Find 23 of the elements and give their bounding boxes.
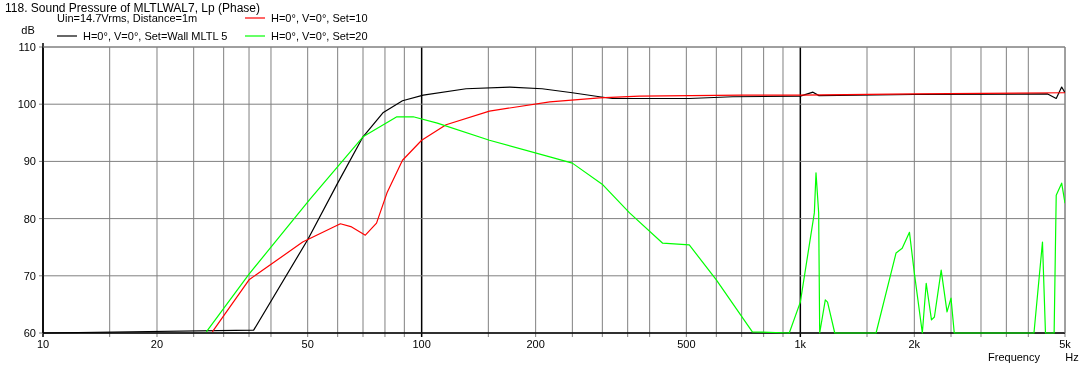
y-tick-label: 70	[23, 269, 36, 282]
text: Uin=14.7Vrms, Distance=1m	[57, 12, 198, 24]
legend-label: H=0°, V=0°, Set=20	[271, 30, 368, 42]
x-tick-label: 20	[150, 338, 164, 350]
y-tick-label: 100	[17, 98, 36, 111]
x-tick-label: 200	[526, 338, 545, 350]
text: Hz	[1065, 351, 1079, 363]
y-tick-label: 110	[18, 41, 36, 53]
x-axis-title: Frequency	[988, 351, 1041, 363]
legend-label: H=0°, V=0°, Set=Wall MLTL 5	[83, 30, 228, 42]
legend-label: H=0°, V=0°, Set=10	[271, 12, 368, 24]
x-tick-label: 1k	[794, 338, 807, 350]
x-tick-label: 5k	[1059, 338, 1072, 350]
x-tick-label: 2k	[908, 338, 921, 350]
y-tick-label: 90	[23, 155, 36, 168]
y-axis-title: dB	[21, 24, 35, 36]
y-tick-label: 60	[23, 327, 36, 339]
chart-title: 118. Sound Pressure of MLTLWAL7, Lp (Phase)	[5, 1, 261, 15]
y-tick-label: 80	[23, 212, 36, 225]
x-tick-label: 50	[301, 338, 314, 350]
x-tick-label: 100	[412, 338, 431, 350]
x-tick-label: 10	[36, 338, 50, 350]
x-tick-label: 500	[677, 338, 696, 350]
